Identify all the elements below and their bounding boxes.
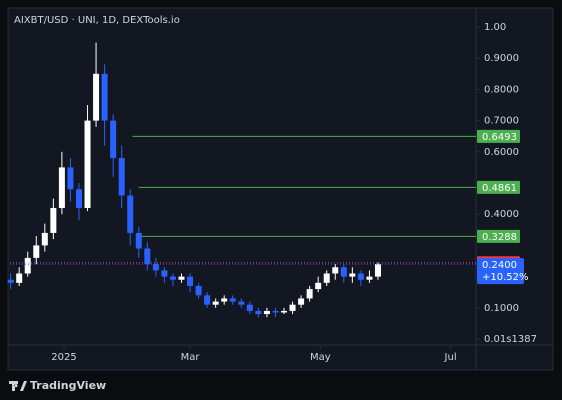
candle-body: [366, 276, 373, 280]
y-tick-label: 0.8000: [484, 84, 519, 95]
candle-body: [50, 207, 57, 233]
y-tick-label: 1.00: [484, 22, 506, 33]
candle-body: [144, 248, 151, 265]
price-badge: [477, 258, 524, 285]
candle-body: [263, 310, 270, 315]
candle-body: [152, 264, 159, 271]
candle-body: [7, 279, 14, 283]
candle-body: [281, 310, 288, 313]
candle-body: [204, 295, 211, 305]
candle-body: [135, 232, 142, 249]
candle-body: [374, 264, 381, 277]
x-tick-label: 2025: [51, 352, 76, 363]
y-tick-label: 0.6000: [484, 147, 519, 158]
candle-body: [212, 301, 219, 305]
candle-body: [272, 310, 279, 313]
level-badge: [477, 180, 520, 194]
price-change: +10.52%: [482, 272, 529, 283]
candle-body: [33, 245, 40, 258]
candle-body: [340, 267, 347, 277]
candle-body: [221, 298, 228, 302]
candle-body: [161, 270, 168, 277]
candle-body: [101, 73, 108, 121]
chart-title: AIXBT/USD · UNI, 1D, DEXTools.io: [14, 15, 180, 26]
level-label: 0.4861: [482, 183, 517, 194]
candle-body: [323, 273, 330, 283]
candle-body: [16, 273, 23, 283]
level-label: 0.6493: [482, 132, 517, 143]
candle-body: [169, 276, 176, 280]
brand-logo: [9, 381, 27, 391]
candle-body: [349, 273, 356, 277]
candle-body: [178, 276, 185, 280]
candle-body: [306, 289, 313, 299]
candle-body: [298, 298, 305, 305]
candle-body: [118, 158, 125, 196]
candle-body: [110, 120, 117, 159]
y-tick-label: 0.4000: [484, 209, 519, 220]
candle-body: [127, 195, 134, 233]
candle-body: [229, 298, 236, 302]
candle-body: [58, 167, 65, 208]
candle-body: [238, 301, 245, 305]
y-tick-label: 0.7000: [484, 116, 519, 127]
brand: TradingView: [30, 379, 106, 392]
candle-body: [289, 304, 296, 311]
candle-body: [41, 232, 48, 246]
candle-body: [255, 310, 262, 315]
candle-body: [67, 167, 74, 190]
x-tick-label: Jul: [444, 352, 457, 363]
y-tick-label: 0.1000: [484, 303, 519, 314]
x-tick-label: Mar: [181, 352, 201, 363]
candle-body: [84, 120, 91, 208]
candle-body: [93, 73, 100, 121]
level-badge: [477, 129, 520, 143]
panel: [7, 7, 554, 371]
candle-body: [24, 257, 31, 274]
candle-body: [187, 276, 194, 286]
candle-body: [246, 304, 253, 311]
price-label: 0.2400: [482, 260, 517, 271]
candle-body: [357, 273, 364, 280]
candle-body: [315, 282, 322, 290]
y-tick-label: 0.9000: [484, 53, 519, 64]
candle-body: [195, 285, 202, 296]
level-label: 0.3288: [482, 232, 517, 243]
level-badge: [477, 229, 520, 243]
candle-body: [75, 189, 82, 208]
candle-body: [332, 267, 339, 274]
y-tick-label: 0.01s1387: [484, 334, 537, 345]
x-tick-label: May: [310, 352, 331, 363]
